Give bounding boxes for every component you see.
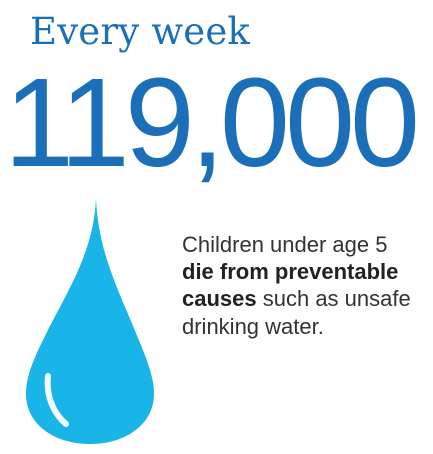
statistic-caption: Children under age 5 die from preventabl…	[182, 231, 422, 340]
headline: Every week	[30, 6, 250, 58]
water-drop-icon	[26, 198, 154, 444]
statistic-number: 119,000	[4, 58, 415, 188]
caption-text-start: Children under age 5	[182, 232, 387, 257]
